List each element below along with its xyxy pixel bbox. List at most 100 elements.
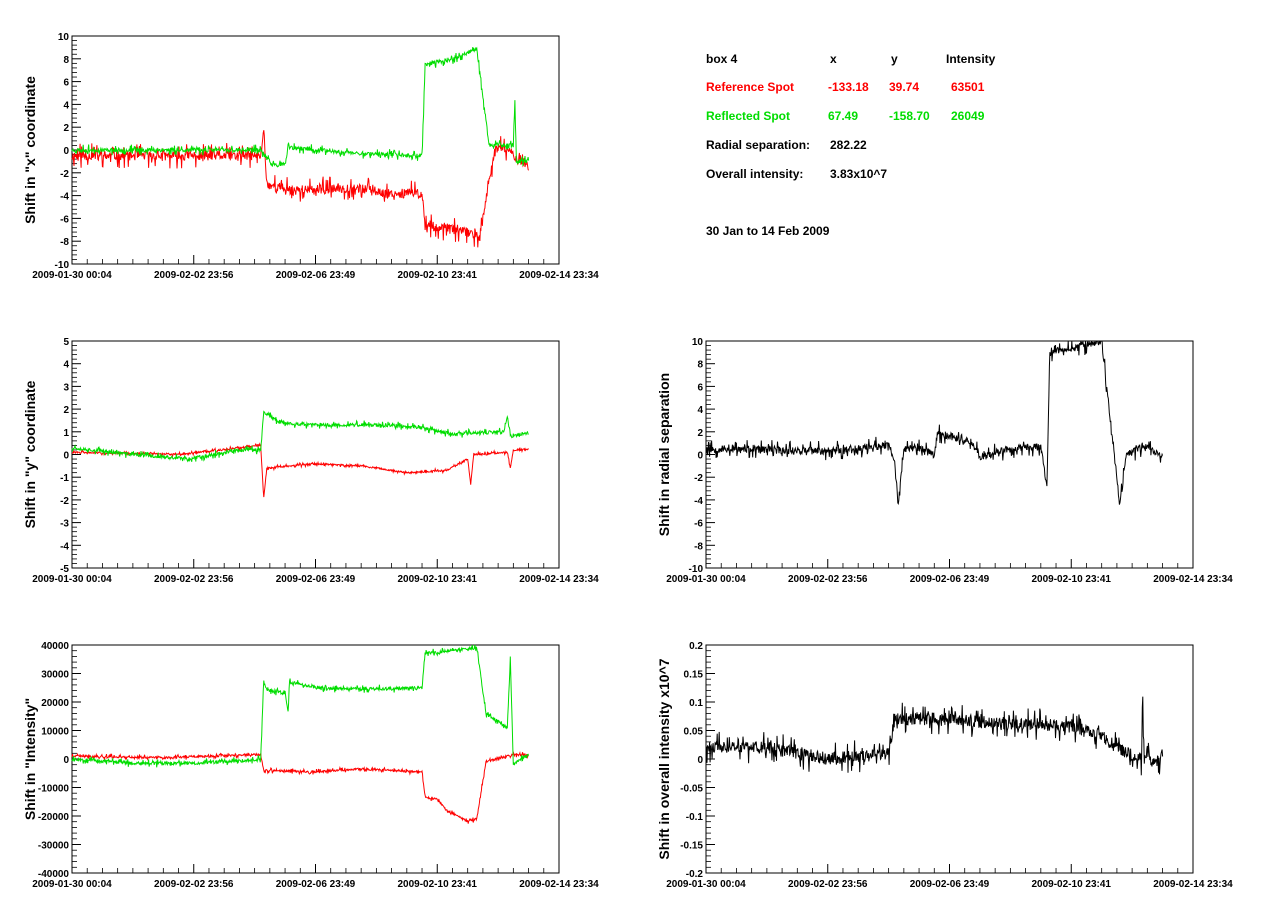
radial-shift-series-0 xyxy=(705,340,1164,506)
overall-intensity-shift-ytick-label: 0.05 xyxy=(684,727,704,738)
x-shift-ylabel: Shift in "x" coordinate xyxy=(22,76,38,224)
intensity-shift-series-0 xyxy=(71,750,529,824)
x-shift-xtick-label: 2009-02-02 23:56 xyxy=(154,270,234,281)
overall-intensity-shift-ytick-label: -0.15 xyxy=(680,841,703,852)
y-shift-xtick-label: 2009-02-06 23:49 xyxy=(276,574,356,585)
radial-shift-ylabel: Shift in radial separation xyxy=(656,373,672,536)
y-shift-ytick-label: 2 xyxy=(63,405,69,416)
reference-spot-label: Reference Spot xyxy=(706,80,795,94)
radial-shift-frame xyxy=(705,340,1194,569)
intensity-shift-xtick-label: 2009-01-30 00:04 xyxy=(32,879,112,890)
info-box-title: box 4 xyxy=(706,52,738,66)
intensity-shift-ytick-label: 30000 xyxy=(41,670,69,681)
overall-intensity-shift-xtick-label: 2009-02-06 23:49 xyxy=(910,879,990,890)
overall-intensity-shift-ytick-label: 0.1 xyxy=(689,698,703,709)
reflected-spot-x: 67.49 xyxy=(828,109,859,123)
radial-shift-ytick-label: -4 xyxy=(694,496,703,507)
radial-shift-xtick-label: 2009-02-02 23:56 xyxy=(788,574,868,585)
intensity-shift-ytick-label: -40000 xyxy=(38,869,70,880)
x-shift-ytick-label: 10 xyxy=(58,32,70,43)
y-shift-ytick-label: -5 xyxy=(60,564,69,575)
y-shift-ytick-label: 5 xyxy=(63,337,69,348)
y-shift-xtick-label: 2009-01-30 00:04 xyxy=(32,574,112,585)
x-shift-chart: -10 -8 -6 -4 -2 0 2 4 6 8 10 2009-01-30 00:04 2009-0… xyxy=(22,32,599,281)
reference-spot-intensity: 63501 xyxy=(951,80,985,94)
intensity-shift-xtick-label: 2009-02-06 23:49 xyxy=(276,879,356,890)
x-shift-xtick-label: 2009-01-30 00:04 xyxy=(32,270,112,281)
radial-shift-ytick-label: 6 xyxy=(697,382,703,393)
radial-shift-xtick-label: 2009-02-14 23:34 xyxy=(1153,574,1233,585)
x-shift-xtick-label: 2009-02-10 23:41 xyxy=(397,270,477,281)
y-shift-ytick-label: 0 xyxy=(63,451,69,462)
reflected-spot-label: Reflected Spot xyxy=(706,109,791,123)
overall-intensity-shift-ylabel: Shift in overall intensity x10^7 xyxy=(656,658,672,859)
y-shift-ytick-label: -3 xyxy=(60,519,69,530)
radial-separation-value: 282.22 xyxy=(830,138,867,152)
overall-intensity-shift-xtick-label: 2009-02-14 23:34 xyxy=(1153,879,1233,890)
intensity-shift-frame xyxy=(71,644,560,874)
radial-shift-ytick-label: 0 xyxy=(697,451,703,462)
x-shift-ytick-label: -8 xyxy=(60,237,69,248)
reflected-spot-intensity: 26049 xyxy=(951,109,985,123)
y-shift-ytick-label: 3 xyxy=(63,382,69,393)
reference-spot-x: -133.18 xyxy=(828,80,869,94)
y-shift-xtick-label: 2009-02-14 23:34 xyxy=(519,574,599,585)
y-shift-xtick-label: 2009-02-02 23:56 xyxy=(154,574,234,585)
x-shift-ytick-label: 4 xyxy=(63,100,69,111)
overall-intensity-shift-ytick-label: 0 xyxy=(697,755,703,766)
x-shift-series-1 xyxy=(71,46,530,168)
intensity-shift-ytick-label: 10000 xyxy=(41,727,69,738)
reference-spot-y: 39.74 xyxy=(889,80,920,94)
intensity-shift-ytick-label: -10000 xyxy=(38,784,70,795)
info-x-header: x xyxy=(830,52,837,66)
overall-intensity-shift-ytick-label: -0.1 xyxy=(686,812,704,823)
radial-shift-ytick-label: 4 xyxy=(697,405,703,416)
overall-intensity-shift-ytick-label: -0.2 xyxy=(686,869,704,880)
x-shift-ytick-label: -4 xyxy=(60,192,69,203)
intensity-shift-ytick-label: 0 xyxy=(63,755,69,766)
overall-intensity-shift-ytick-label: -0.05 xyxy=(680,784,703,795)
overall-intensity-shift-frame xyxy=(705,644,1194,874)
overall-intensity-shift-ytick-label: 0.15 xyxy=(684,670,704,681)
x-shift-xtick-label: 2009-02-14 23:34 xyxy=(519,270,599,281)
y-shift-ytick-label: -4 xyxy=(60,541,69,552)
date-range: 30 Jan to 14 Feb 2009 xyxy=(706,224,830,238)
x-shift-ytick-label: -2 xyxy=(60,169,69,180)
x-shift-ytick-label: -10 xyxy=(55,260,70,271)
intensity-shift-xtick-label: 2009-02-14 23:34 xyxy=(519,879,599,890)
x-shift-ytick-label: -6 xyxy=(60,214,69,225)
y-shift-ytick-label: -1 xyxy=(60,473,69,484)
radial-shift-ytick-label: 8 xyxy=(697,360,703,371)
intensity-shift-xtick-label: 2009-02-02 23:56 xyxy=(154,879,234,890)
overall-intensity-shift-ytick-label: 0.2 xyxy=(689,641,703,652)
x-shift-ytick-label: 6 xyxy=(63,78,69,89)
radial-shift-ytick-label: -8 xyxy=(694,541,703,552)
overall-intensity-label: Overall intensity: xyxy=(706,167,804,181)
info-y-header: y xyxy=(891,52,898,66)
info-panel: box 4 x y Intensity Reference Spot -133.… xyxy=(706,52,1126,252)
x-shift-ytick-label: 8 xyxy=(63,55,69,66)
y-shift-ytick-label: 1 xyxy=(63,428,69,439)
intensity-shift-xtick-label: 2009-02-10 23:41 xyxy=(397,879,477,890)
overall-intensity-shift-xtick-label: 2009-01-30 00:04 xyxy=(666,879,746,890)
x-shift-xtick-label: 2009-02-06 23:49 xyxy=(276,270,356,281)
intensity-shift-ytick-label: 40000 xyxy=(41,641,69,652)
intensity-shift-ytick-label: -30000 xyxy=(38,841,70,852)
radial-shift-ytick-label: -2 xyxy=(694,473,703,484)
x-shift-series-0 xyxy=(71,130,530,248)
y-shift-ylabel: Shift in "y" coordinate xyxy=(22,380,38,528)
radial-shift-ytick-label: -6 xyxy=(694,519,703,530)
intensity-shift-series-1 xyxy=(71,644,530,768)
radial-separation-label: Radial separation: xyxy=(706,138,811,152)
radial-shift-chart: -10 -8 -6 -4 -2 0 2 4 6 8 10 2009-01-30 00:04 2009-0… xyxy=(656,337,1233,585)
radial-shift-ytick-label: 10 xyxy=(692,337,704,348)
overall-intensity-shift-series-0 xyxy=(705,696,1164,776)
overall-intensity-shift-xtick-label: 2009-02-10 23:41 xyxy=(1031,879,1111,890)
info-intensity-header: Intensity xyxy=(946,52,996,66)
overall-intensity-shift-xtick-label: 2009-02-02 23:56 xyxy=(788,879,868,890)
radial-shift-xtick-label: 2009-02-10 23:41 xyxy=(1031,574,1111,585)
y-shift-ytick-label: 4 xyxy=(63,360,69,371)
y-shift-ytick-label: -2 xyxy=(60,496,69,507)
y-shift-chart: -5 -4 -3 -2 -1 0 1 2 3 4 5 2009-01-30 00:04 2009-02-… xyxy=(22,337,599,585)
